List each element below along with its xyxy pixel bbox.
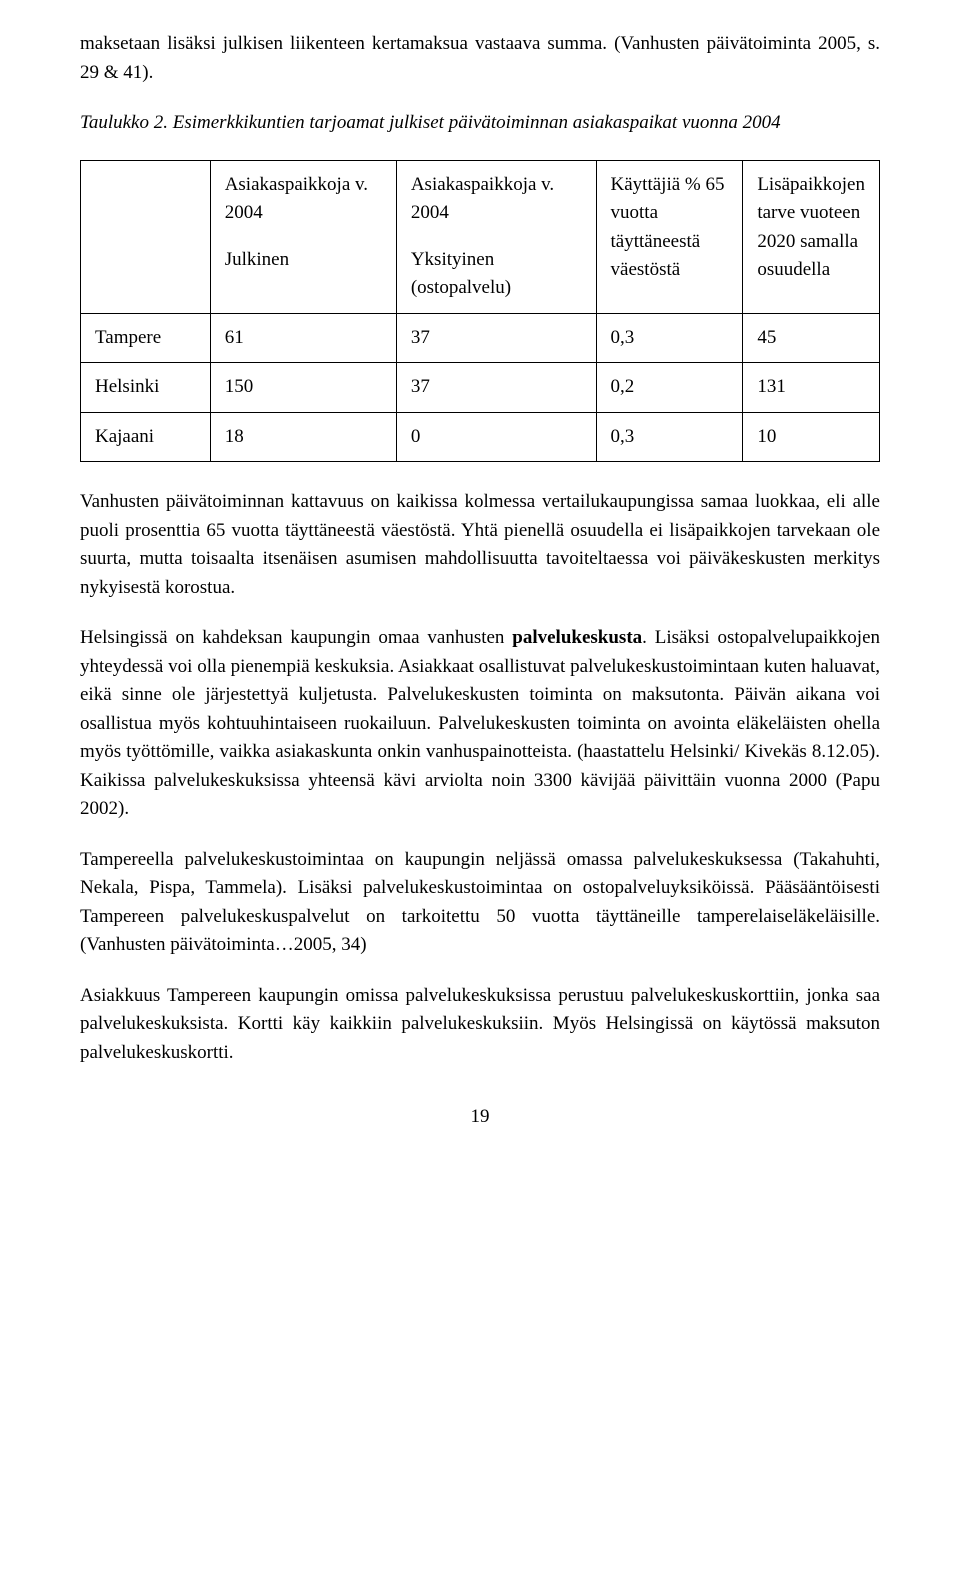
row-label: Kajaani (81, 412, 211, 462)
table-caption: Taulukko 2. Esimerkkikuntien tarjoamat j… (80, 109, 880, 138)
intro-paragraph: maksetaan lisäksi julkisen liikenteen ke… (80, 30, 880, 87)
row-label: Helsinki (81, 363, 211, 413)
p2-part-b: . Lisäksi ostopalvelupaikkojen yhteydess… (80, 627, 880, 819)
body-paragraph-2: Helsingissä on kahdeksan kaupungin omaa … (80, 624, 880, 824)
row-label: Tampere (81, 313, 211, 363)
header-col-4: Lisäpaikkojen tarve vuoteen 2020 samalla… (743, 160, 880, 313)
table-row: Kajaani 18 0 0,3 10 (81, 412, 880, 462)
table-row: Tampere 61 37 0,3 45 (81, 313, 880, 363)
body-paragraph-3: Tampereella palvelukeskustoimintaa on ka… (80, 846, 880, 960)
cell-value: 0 (396, 412, 596, 462)
header-col-1-line1: Asiakaspaikkoja v. 2004 (225, 171, 382, 228)
cell-value: 61 (210, 313, 396, 363)
header-col-2-line1: Asiakaspaikkoja v. 2004 (411, 171, 582, 228)
cell-value: 131 (743, 363, 880, 413)
header-col-3: Käyttäjiä % 65 vuotta täyttäneestä väest… (596, 160, 743, 313)
cell-value: 10 (743, 412, 880, 462)
cell-value: 0,3 (596, 412, 743, 462)
data-table: Asiakaspaikkoja v. 2004 Julkinen Asiakas… (80, 160, 880, 463)
p2-bold: palvelukeskusta (512, 627, 642, 648)
p2-part-a: Helsingissä on kahdeksan kaupungin omaa … (80, 627, 512, 648)
cell-value: 37 (396, 363, 596, 413)
header-col-2: Asiakaspaikkoja v. 2004 Yksityinen (osto… (396, 160, 596, 313)
header-col-1-line2: Julkinen (225, 246, 382, 275)
cell-value: 150 (210, 363, 396, 413)
header-col-4-text: Lisäpaikkojen tarve vuoteen 2020 samalla… (757, 171, 865, 285)
cell-value: 45 (743, 313, 880, 363)
cell-value: 37 (396, 313, 596, 363)
table-row: Helsinki 150 37 0,2 131 (81, 363, 880, 413)
cell-value: 18 (210, 412, 396, 462)
body-paragraph-1: Vanhusten päivätoiminnan kattavuus on ka… (80, 488, 880, 602)
table-header-row: Asiakaspaikkoja v. 2004 Julkinen Asiakas… (81, 160, 880, 313)
cell-value: 0,2 (596, 363, 743, 413)
body-paragraph-4: Asiakkuus Tampereen kaupungin omissa pal… (80, 982, 880, 1068)
header-col-2-line2: Yksityinen (ostopalvelu) (411, 246, 582, 303)
header-empty (81, 160, 211, 313)
cell-value: 0,3 (596, 313, 743, 363)
header-col-3-text: Käyttäjiä % 65 vuotta täyttäneestä väest… (611, 171, 729, 285)
document-page: maksetaan lisäksi julkisen liikenteen ke… (0, 0, 960, 1172)
header-col-1: Asiakaspaikkoja v. 2004 Julkinen (210, 160, 396, 313)
page-number: 19 (80, 1103, 880, 1132)
